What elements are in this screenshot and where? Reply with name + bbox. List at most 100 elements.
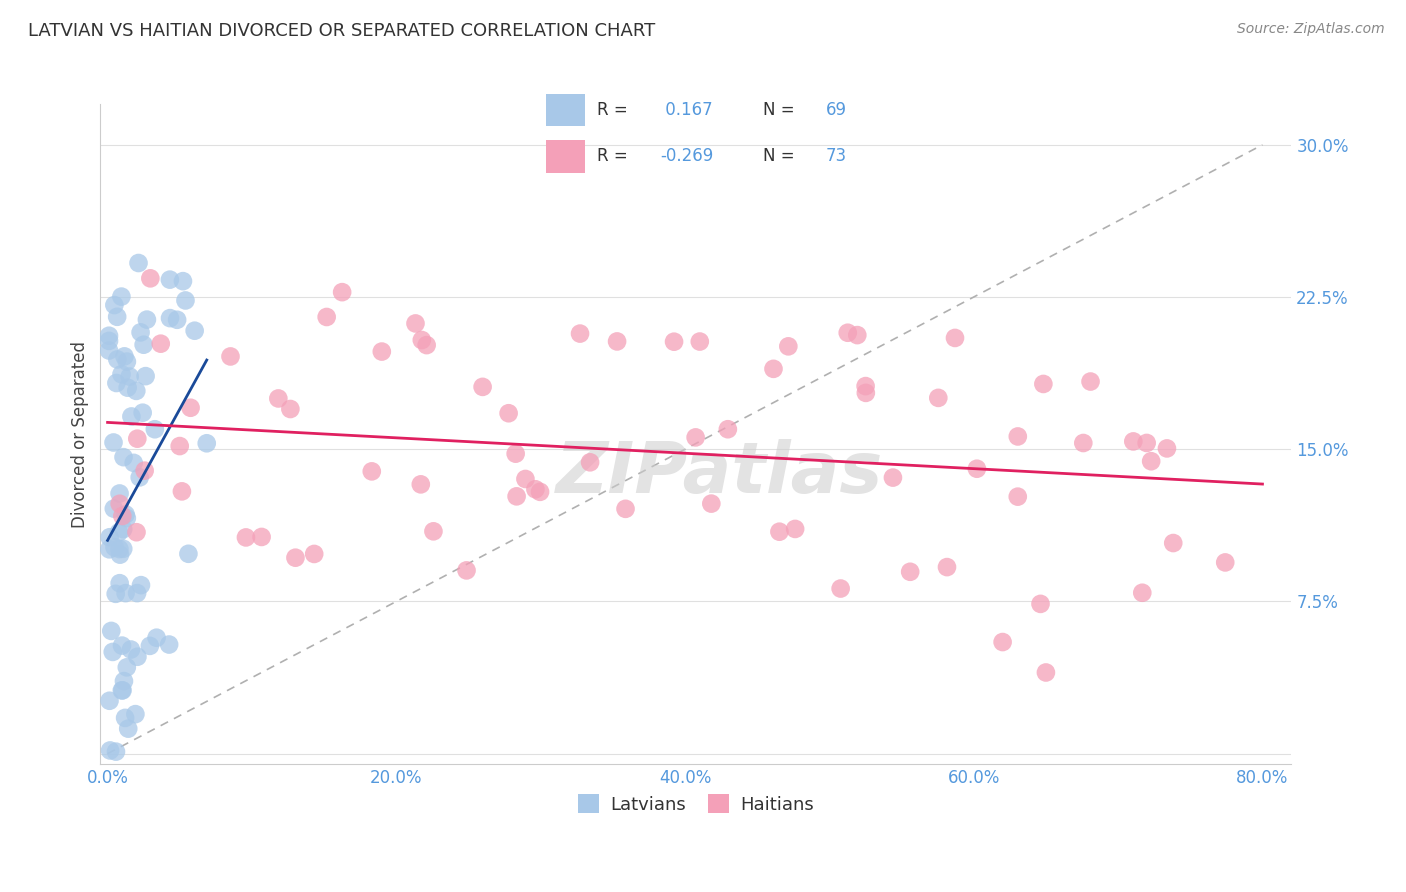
Point: [195, 436, 218, 450]
Point: [700, 497, 723, 511]
Text: R =: R =: [598, 147, 633, 165]
Point: [315, 310, 337, 324]
Point: [104, 587, 127, 601]
Point: [422, 524, 444, 539]
Point: [1136, 436, 1159, 450]
Bar: [546, 94, 585, 127]
Point: [689, 334, 711, 349]
Point: [1130, 586, 1153, 600]
Point: [114, 711, 136, 725]
Point: [409, 477, 432, 491]
Point: [330, 285, 353, 300]
Point: [98, 743, 121, 757]
Point: [1140, 454, 1163, 468]
Point: [1161, 536, 1184, 550]
Point: [135, 369, 157, 384]
Point: [614, 501, 637, 516]
Text: N =: N =: [762, 101, 800, 119]
Point: [855, 385, 877, 400]
Point: [105, 310, 128, 324]
Point: [579, 455, 602, 469]
Point: [149, 336, 172, 351]
Point: [177, 547, 200, 561]
Point: [103, 501, 125, 516]
Point: [471, 380, 494, 394]
Point: [606, 334, 628, 349]
Point: [128, 470, 150, 484]
Point: [159, 311, 181, 326]
Point: [882, 470, 904, 484]
Point: [139, 271, 162, 285]
Point: [360, 464, 382, 478]
Point: [515, 472, 537, 486]
Point: [100, 624, 122, 638]
Point: [108, 576, 131, 591]
Point: [1007, 490, 1029, 504]
Point: [131, 406, 153, 420]
Point: [166, 312, 188, 326]
Point: [125, 525, 148, 540]
Point: [98, 542, 121, 557]
Point: [127, 649, 149, 664]
Point: [103, 435, 125, 450]
Point: [108, 548, 131, 562]
Point: [129, 578, 152, 592]
Point: [1032, 376, 1054, 391]
Point: [529, 484, 551, 499]
Point: [98, 328, 121, 343]
Point: [1156, 442, 1178, 456]
Point: [98, 530, 121, 544]
Point: [415, 338, 437, 352]
Point: [98, 694, 121, 708]
Point: [139, 639, 162, 653]
Point: [456, 563, 478, 577]
Text: N =: N =: [762, 147, 800, 165]
Point: [846, 328, 869, 343]
Point: [110, 290, 132, 304]
Text: 0.167: 0.167: [661, 101, 713, 119]
Point: [991, 635, 1014, 649]
Point: [120, 409, 142, 424]
Point: [966, 461, 988, 475]
Point: [108, 486, 131, 500]
Point: [411, 333, 433, 347]
Point: [1071, 436, 1094, 450]
Point: [114, 350, 136, 364]
Point: [111, 639, 134, 653]
Point: [118, 369, 141, 384]
Point: [250, 530, 273, 544]
Point: [103, 541, 125, 555]
Point: [169, 439, 191, 453]
Point: [108, 525, 131, 540]
Point: [170, 484, 193, 499]
Point: [103, 298, 125, 312]
Point: [302, 547, 325, 561]
Point: [115, 660, 138, 674]
Point: [1080, 375, 1102, 389]
Point: [936, 560, 959, 574]
Point: [98, 343, 121, 358]
Point: [105, 352, 128, 367]
Text: R =: R =: [598, 101, 633, 119]
Point: [405, 317, 427, 331]
Point: [180, 401, 202, 415]
Point: [112, 450, 135, 465]
Point: [135, 312, 157, 326]
Point: [219, 350, 242, 364]
Point: [943, 331, 966, 345]
Text: ZIPatlas: ZIPatlas: [555, 439, 883, 508]
Point: [117, 381, 139, 395]
Point: [111, 683, 134, 698]
Point: [112, 541, 135, 556]
Point: [120, 642, 142, 657]
Point: [1007, 429, 1029, 443]
Point: [134, 464, 156, 478]
Point: [104, 745, 127, 759]
Point: [267, 392, 290, 406]
Point: [174, 293, 197, 308]
Point: [157, 638, 180, 652]
Point: [762, 361, 785, 376]
Point: [855, 379, 877, 393]
Point: [108, 497, 131, 511]
Point: [524, 482, 547, 496]
